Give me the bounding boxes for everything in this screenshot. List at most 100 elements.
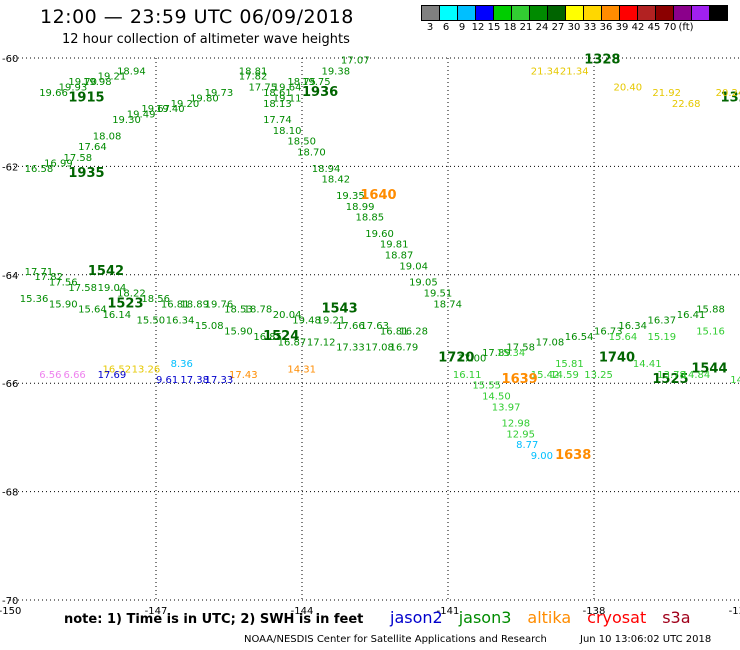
wave-height-label: 14.84	[682, 370, 711, 381]
chart-subtitle: 12 hour collection of altimeter wave hei…	[62, 32, 350, 47]
wave-height-label: 19.05	[409, 278, 438, 289]
color-scale-legend	[421, 5, 728, 21]
wave-height-label: 6.66	[64, 370, 86, 381]
wave-height-label: 13.25	[584, 370, 613, 381]
hour-label: 1915	[68, 90, 104, 105]
wave-height-label: 21.92	[652, 88, 681, 99]
wave-height-label: 13.26	[132, 364, 161, 375]
wave-height-label: 19.38	[321, 66, 350, 77]
legend-label: 42	[631, 22, 645, 33]
hour-label: 1639	[502, 372, 538, 387]
wave-height-label: 19.81	[380, 240, 409, 251]
credit-text: NOAA/NESDIS Center for Satellite Applica…	[244, 634, 547, 645]
wave-height-label: 17.64	[78, 142, 107, 153]
wave-height-label: 16.87	[278, 337, 307, 348]
wave-height-label: 17.63	[360, 321, 389, 332]
wave-height-label: 16.81	[161, 299, 190, 310]
wave-height-label: 17.33	[205, 375, 234, 386]
wave-height-label: 9.00	[531, 451, 553, 462]
wave-height-label: 12.98	[502, 419, 531, 430]
x-tick-label: -144	[291, 606, 314, 617]
wave-height-label: 16.14	[102, 310, 131, 321]
wave-height-label: 14.59	[550, 370, 579, 381]
wave-height-label: 17.66	[336, 321, 365, 332]
wave-height-label: 16.99	[44, 158, 73, 169]
wave-height-label: 19.30	[112, 115, 141, 126]
wave-height-label: 16.37	[648, 316, 677, 327]
wave-height-label: 17.74	[263, 115, 292, 126]
generated-timestamp: Jun 10 13:06:02 UTC 2018	[580, 634, 712, 645]
wave-height-label: 17.43	[229, 370, 258, 381]
wave-height-label: 20.40	[613, 83, 642, 94]
wave-height-label: 17.58	[64, 153, 93, 164]
wave-height-label: 18.78	[244, 305, 273, 316]
wave-height-label: 20.04	[273, 310, 302, 321]
y-tick-label: -64	[2, 271, 18, 282]
wave-height-label: 15.88	[696, 305, 725, 316]
wave-height-label: 16.73	[594, 326, 623, 337]
wave-height-label: 16.52	[102, 364, 131, 375]
wave-height-label: 20.24	[716, 88, 740, 99]
wave-height-label: 16.79	[390, 343, 419, 354]
wave-height-label: 17.75	[248, 83, 277, 94]
wave-height-label: 12.95	[506, 429, 535, 440]
wave-height-label: 19.40	[156, 104, 185, 115]
legend-label: 36	[599, 22, 613, 33]
legend-label: 15	[487, 22, 501, 33]
satellite-jason2: jason2	[390, 608, 443, 627]
wave-height-label: 17.12	[307, 337, 336, 348]
wave-height-label: 17.82	[34, 272, 63, 283]
legend-label: 9	[458, 22, 466, 33]
legend-swatch	[709, 5, 728, 21]
wave-height-label: 19.11	[273, 93, 302, 104]
wave-height-label: 15.16	[696, 326, 725, 337]
wave-height-label: 22.68	[672, 99, 701, 110]
wave-height-label: 16.41	[677, 310, 706, 321]
satellite-jason3: jason3	[458, 608, 512, 627]
legend-label: 18	[503, 22, 517, 33]
satellite-cryosat: cryosat	[587, 608, 647, 627]
hour-label: 1329	[721, 90, 740, 105]
hour-label: 1543	[321, 302, 357, 317]
wave-height-label: 18.81	[239, 66, 268, 77]
color-scale-labels: 3 6 9 12 15 18 21 24 27 30 33 36 39 42 45 70 (ft)	[422, 22, 694, 33]
wave-height-label: 19.76	[205, 299, 234, 310]
wave-height-label: 18.94	[312, 164, 341, 175]
legend-label: 21	[519, 22, 533, 33]
wave-height-label: 14.31	[287, 364, 316, 375]
hour-label: 1720	[438, 351, 474, 366]
wave-height-label: 19.98	[83, 77, 112, 88]
wave-height-label: 19.35	[336, 191, 365, 202]
wave-height-label: 21.34	[560, 66, 589, 77]
wave-height-label: 18.87	[385, 251, 414, 262]
wave-height-label: 19.70	[68, 77, 97, 88]
legend-label: 70	[663, 22, 677, 33]
wave-height-label: 18.85	[356, 213, 385, 224]
legend-label: 12	[471, 22, 485, 33]
wave-height-label: 16.58	[25, 164, 54, 175]
wave-height-label: 17.38	[180, 375, 209, 386]
wave-height-label: 18.22	[117, 288, 146, 299]
footnote: note: 1) Time is in UTC; 2) SWH is in fe…	[64, 612, 364, 627]
wave-height-label: 17.00	[458, 354, 487, 365]
wave-height-label: 8.36	[171, 359, 193, 370]
wave-height-label: 18.99	[346, 202, 375, 213]
hour-label: 1638	[555, 448, 591, 463]
wave-height-label: 16.11	[453, 370, 482, 381]
wave-height-label: 15.08	[195, 321, 224, 332]
wave-height-label: 17.71	[25, 267, 54, 278]
legend-label: 6	[442, 22, 450, 33]
wave-height-label: 15.55	[472, 381, 501, 392]
wave-height-label: 18.53	[224, 305, 253, 316]
wave-height-label: 13.97	[492, 402, 521, 413]
x-tick-label: -138	[583, 606, 606, 617]
hour-label: 1544	[691, 361, 727, 376]
wave-height-label: 17.33	[336, 343, 365, 354]
hour-label: 1328	[584, 52, 620, 67]
y-tick-label: -68	[2, 488, 18, 499]
hour-label: 1542	[88, 264, 124, 279]
wave-height-label: 18.61	[263, 88, 292, 99]
hour-label: 1525	[652, 372, 688, 387]
satellite-altika: altika	[527, 608, 572, 627]
